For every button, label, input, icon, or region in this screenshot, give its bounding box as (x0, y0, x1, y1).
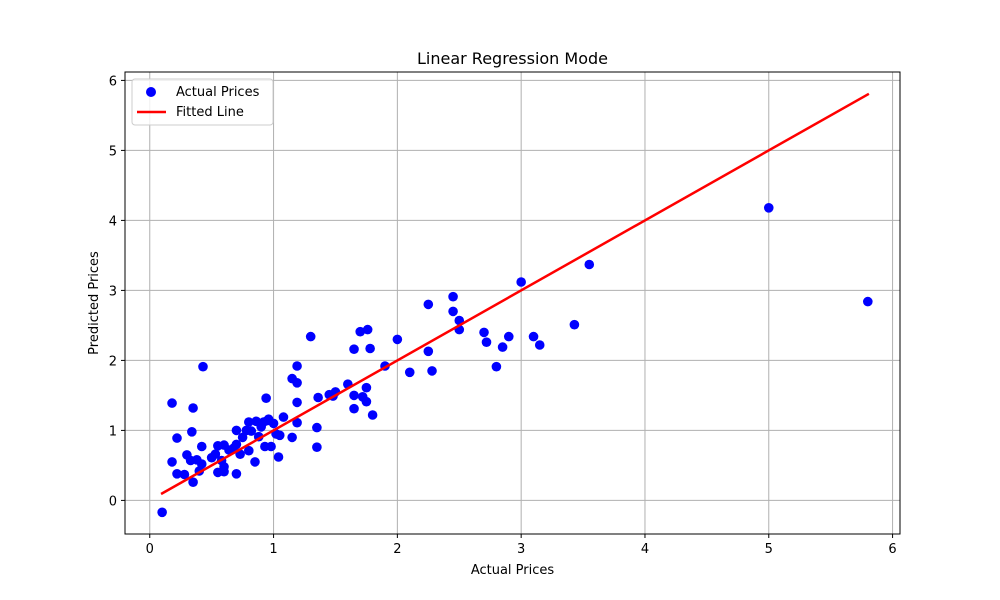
chart-title: Linear Regression Mode (417, 49, 608, 68)
scatter-point (863, 296, 873, 307)
scatter-point (278, 412, 289, 422)
scatter-point (569, 319, 580, 330)
scatter-point (349, 390, 359, 401)
scatter-point (231, 439, 242, 450)
scatter-point (479, 327, 489, 338)
y-tick-label: 6 (109, 74, 117, 89)
y-axis-label: Predicted Prices (87, 251, 102, 355)
scatter-point (179, 469, 190, 480)
plot-data (157, 92, 873, 518)
y-tick-label: 5 (109, 144, 117, 159)
scatter-point (361, 382, 372, 393)
scatter-point (503, 331, 514, 342)
scatter-point (365, 343, 375, 354)
scatter-point (312, 422, 322, 433)
legend-label-fitted-line: Fitted Line (176, 105, 244, 120)
scatter-point (448, 291, 458, 302)
scatter-point (274, 430, 285, 441)
scatter-point (491, 361, 502, 372)
scatter-point (187, 427, 197, 437)
scatter-point (362, 324, 373, 335)
legend-box (131, 78, 274, 126)
axis-ticks: 0 1 2 3 4 5 6 0 1 2 3 4 5 6 (109, 74, 897, 557)
scatter-point (196, 459, 207, 469)
x-axis-label: Actual Prices (471, 563, 555, 578)
scatter-point (392, 334, 403, 345)
scatter-point (516, 277, 526, 287)
scatter-point (266, 441, 276, 452)
scatter-point (528, 331, 539, 342)
scatter-point (427, 366, 437, 376)
scatter-point (404, 367, 415, 378)
scatter-point (172, 469, 182, 479)
scatter-point (172, 433, 182, 443)
scatter-point (481, 337, 492, 348)
x-tick-label: 5 (765, 542, 773, 557)
scatter-point (188, 477, 198, 488)
scatter-point (273, 452, 284, 462)
x-tick-label: 1 (269, 542, 277, 557)
y-tick-label: 4 (109, 214, 117, 229)
scatter-point (349, 344, 359, 355)
y-tick-label: 2 (109, 354, 117, 369)
scatter-point (268, 418, 279, 429)
plot-area-frame (124, 71, 901, 535)
scatter-point (367, 410, 378, 420)
scatter-point (305, 331, 316, 342)
scatter-point (287, 432, 297, 443)
y-tick-label: 0 (109, 494, 117, 509)
legend-marker-actual-prices (146, 87, 156, 97)
scatter-point (534, 340, 545, 350)
scatter-point (313, 392, 323, 403)
x-tick-label: 0 (146, 542, 154, 557)
scatter-point (349, 403, 359, 414)
scatter-point (167, 457, 177, 467)
y-tick-label: 1 (109, 424, 117, 439)
scatter-point (355, 326, 366, 337)
x-tick-label: 3 (517, 542, 525, 557)
scatter-point (763, 203, 774, 213)
scatter-point (246, 426, 257, 436)
scatter-point (423, 299, 434, 310)
scatter-point (188, 403, 198, 413)
scatter-point (219, 466, 229, 477)
scatter-point (448, 306, 458, 317)
y-tick-label: 3 (109, 284, 117, 299)
scatter-point (210, 449, 221, 460)
scatter-point (250, 457, 260, 467)
scatter-point (292, 361, 302, 371)
legend: Actual Prices Fitted Line (131, 78, 274, 126)
scatter-point (231, 425, 242, 436)
scatter-point (292, 397, 302, 408)
scatter-point (497, 342, 508, 352)
legend-label-actual-prices: Actual Prices (176, 85, 260, 100)
x-tick-label: 6 (888, 542, 896, 557)
scatter-point (231, 469, 242, 479)
scatter-point (292, 378, 302, 388)
scatter-point (312, 442, 322, 453)
scatter-point (361, 396, 372, 407)
scatter-point (292, 417, 302, 428)
scatter-point (244, 445, 254, 456)
scatter-point (157, 507, 167, 518)
scatter-point (423, 346, 434, 357)
x-tick-label: 2 (393, 542, 401, 557)
x-tick-label: 4 (641, 542, 649, 557)
scatter-point (584, 259, 595, 270)
scatter-point (167, 398, 177, 408)
scatter-point (196, 441, 207, 452)
fitted-line (160, 92, 870, 496)
scatter-point (261, 393, 271, 404)
scatter-point (244, 417, 254, 427)
scatter-point (198, 361, 208, 372)
